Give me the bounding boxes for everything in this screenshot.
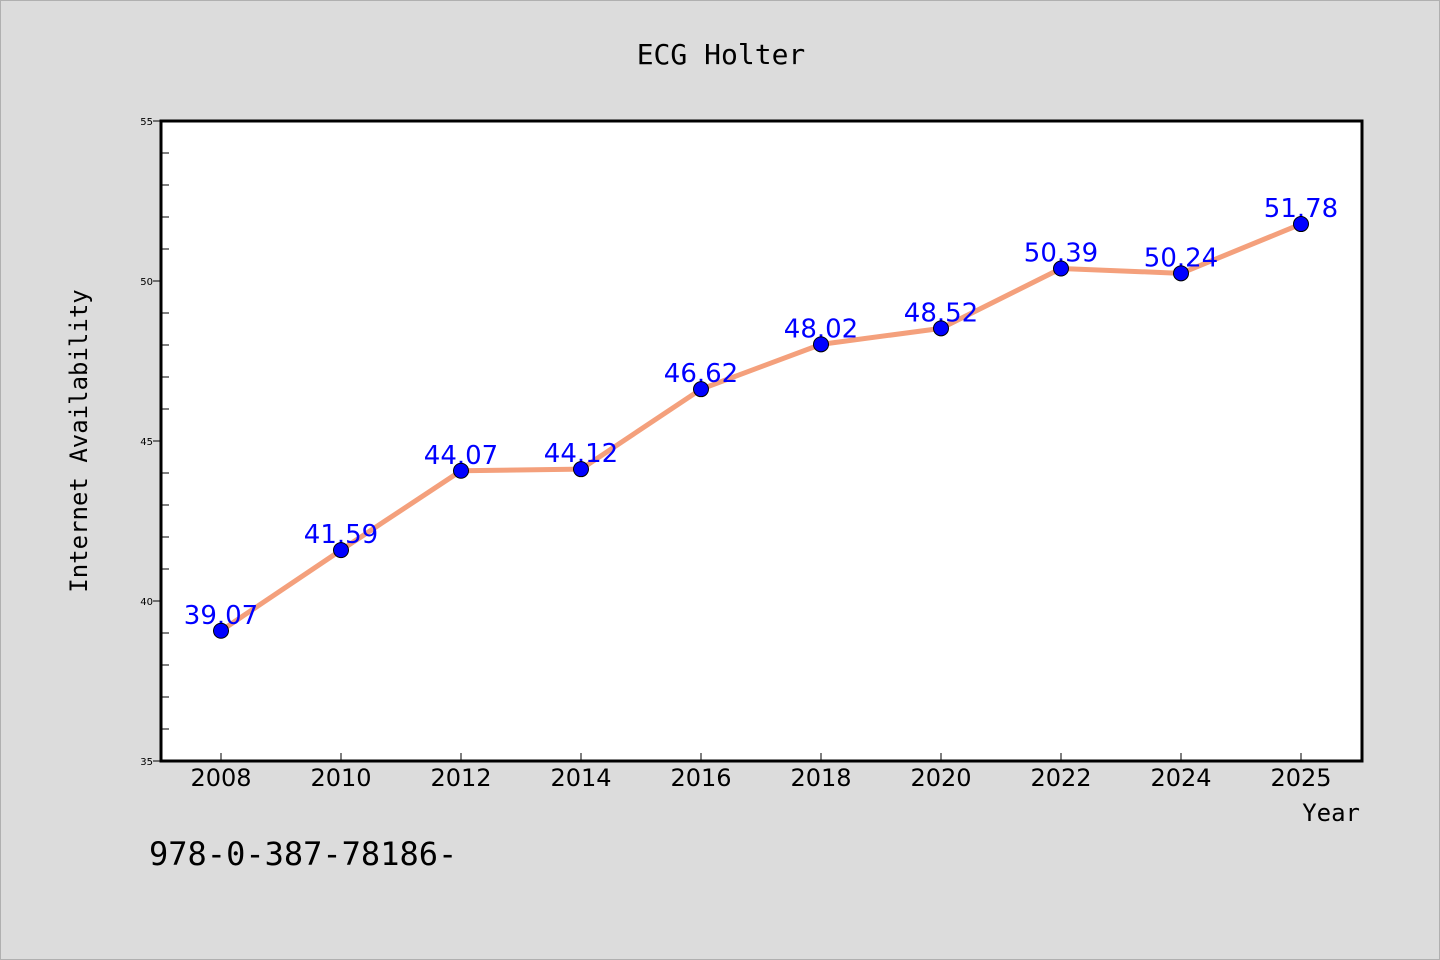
y-axis-label: Internet Availability (65, 289, 93, 592)
data-point (1053, 260, 1069, 277)
y-tick-label: 40 (140, 597, 153, 608)
data-point (1173, 265, 1189, 282)
x-tick-label: 2025 (1270, 764, 1331, 792)
x-tick-label: 2010 (310, 764, 371, 792)
data-point (813, 336, 829, 353)
series-line (219, 221, 1302, 633)
y-tick-label: 55 (140, 117, 153, 128)
data-point (213, 622, 229, 639)
data-point (333, 542, 349, 559)
data-point (1293, 216, 1309, 233)
y-tick-label: 35 (140, 757, 153, 768)
chart-title: ECG Holter (637, 38, 806, 71)
x-tick-label: 2018 (790, 764, 851, 792)
data-point (693, 381, 709, 398)
y-tick-label: 45 (140, 437, 153, 448)
x-tick-label: 2020 (910, 764, 971, 792)
x-tick-label: 2016 (670, 764, 731, 792)
y-axis-ticks (153, 120, 169, 762)
x-tick-label: 2014 (550, 764, 611, 792)
y-tick-label: 50 (140, 277, 153, 288)
y-axis-tick-labels: 35 40 45 50 55 (140, 117, 153, 768)
x-axis-label: Year (1302, 799, 1360, 827)
x-axis-tick-labels: 2008 2010 2012 2014 2016 2018 2020 2022 2024 2025 (190, 764, 1331, 792)
data-point (453, 462, 469, 479)
x-tick-label: 2012 (430, 764, 491, 792)
x-tick-label: 2024 (1150, 764, 1211, 792)
data-point (933, 320, 949, 337)
data-point (573, 461, 589, 478)
x-axis-ticks (220, 753, 1302, 761)
data-points (213, 216, 1309, 639)
x-tick-label: 2022 (1030, 764, 1091, 792)
x-tick-label: 2008 (190, 764, 251, 792)
footnote-text: 978-0-387-78186- (149, 835, 457, 873)
plot-area (159, 119, 1364, 763)
